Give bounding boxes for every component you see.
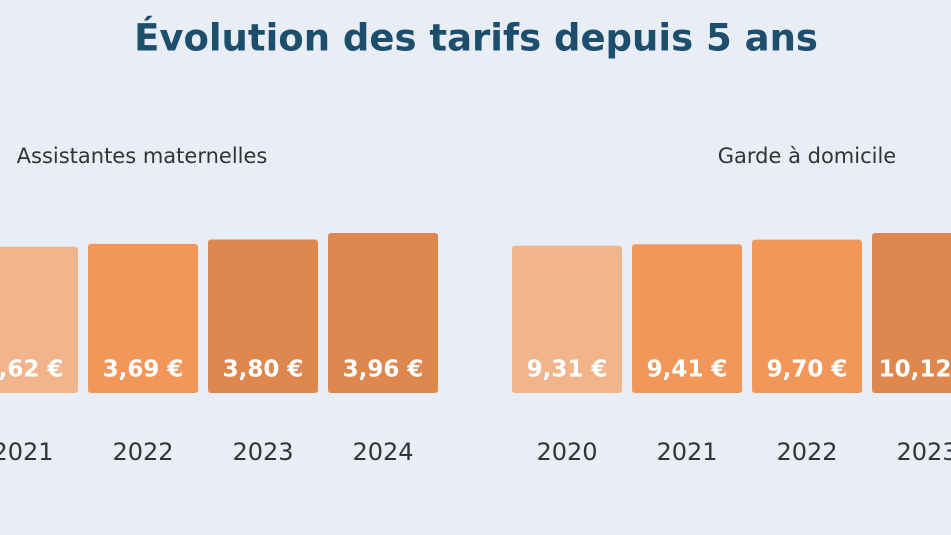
bar	[632, 244, 742, 393]
bar	[0, 246, 78, 393]
x-tick-label: 2021	[656, 438, 717, 466]
x-tick-label: 2020	[536, 438, 597, 466]
bar	[328, 233, 438, 393]
value-label: 3,80 €	[223, 357, 304, 383]
page-title: Évolution des tarifs depuis 5 ans	[134, 16, 818, 60]
value-label: 9,41 €	[647, 357, 728, 383]
x-tick-label: 2024	[352, 438, 413, 466]
bar	[208, 239, 318, 393]
chart-subtitle: Garde à domicile	[718, 144, 896, 168]
bar	[872, 233, 951, 393]
bar	[512, 245, 622, 393]
chart-subtitle: Assistantes maternelles	[17, 144, 268, 168]
bar	[752, 239, 862, 393]
bar	[88, 243, 198, 393]
value-label: 3,96 €	[343, 357, 424, 383]
value-label: 10,12 €	[879, 357, 951, 383]
x-tick-label: 2021	[0, 438, 54, 466]
value-label: 9,70 €	[767, 357, 848, 383]
x-tick-label: 2023	[232, 438, 293, 466]
value-label: 9,31 €	[527, 357, 608, 383]
value-label: 3,62 €	[0, 357, 63, 383]
value-label: 3,69 €	[103, 357, 184, 383]
x-tick-label: 2022	[112, 438, 173, 466]
x-tick-label: 2023	[896, 438, 951, 466]
x-tick-label: 2022	[776, 438, 837, 466]
